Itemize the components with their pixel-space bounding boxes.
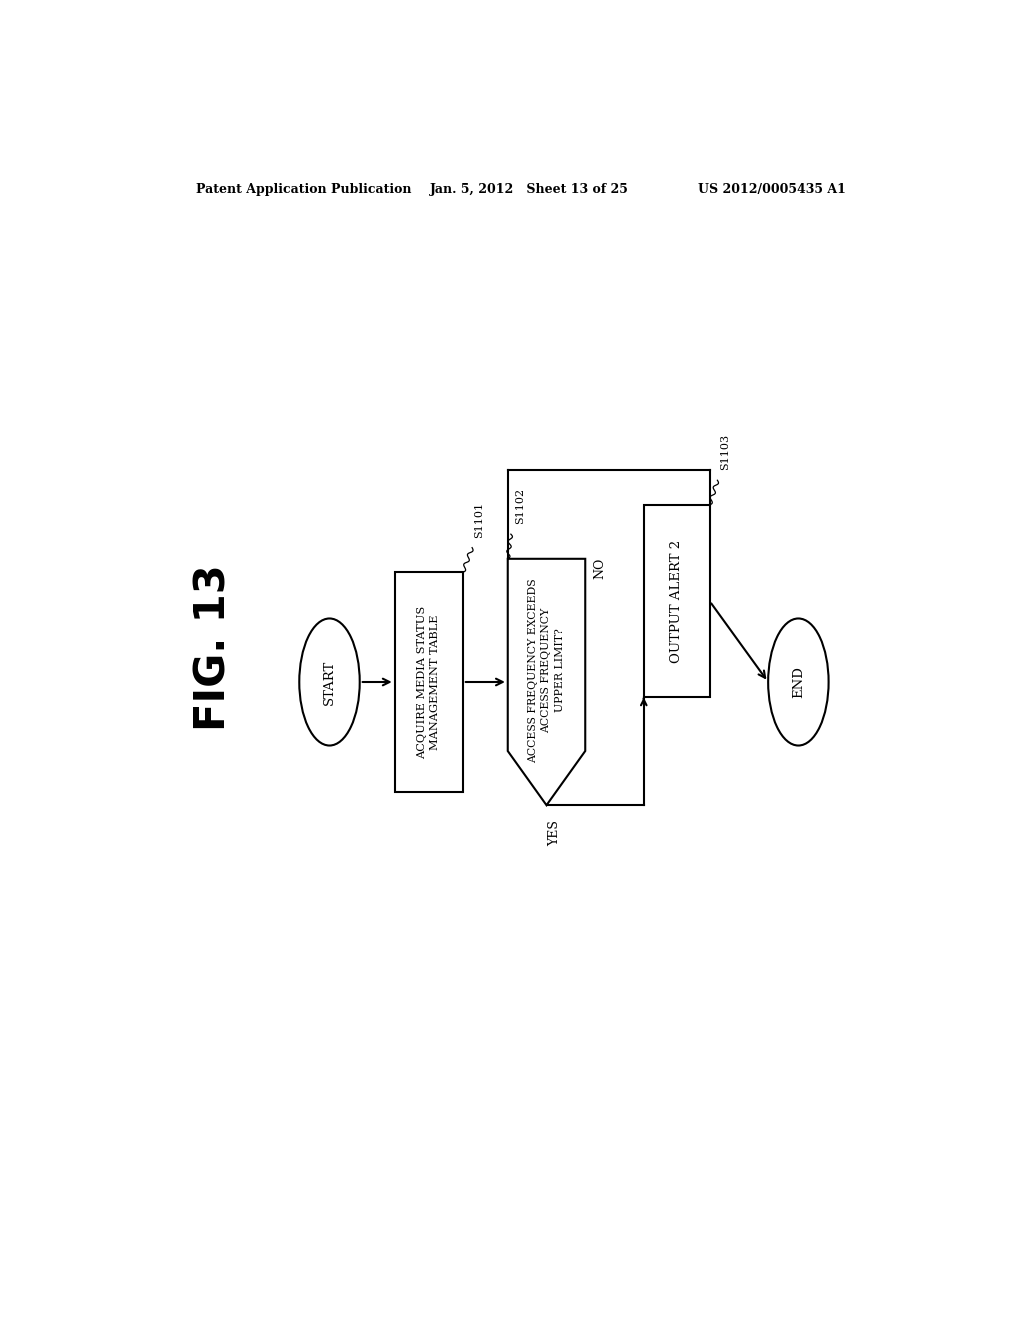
Text: US 2012/0005435 A1: US 2012/0005435 A1 — [697, 183, 846, 197]
Text: OUTPUT ALERT 2: OUTPUT ALERT 2 — [670, 540, 683, 663]
Text: ACCESS FREQUENCY EXCEEDS
ACCESS FREQUENCY
UPPER LIMIT?: ACCESS FREQUENCY EXCEEDS ACCESS FREQUENC… — [528, 578, 564, 763]
Text: YES: YES — [548, 821, 561, 846]
Text: Patent Application Publication: Patent Application Publication — [197, 183, 412, 197]
Text: START: START — [323, 660, 336, 705]
Text: S1101: S1101 — [474, 502, 484, 537]
Text: NO: NO — [593, 557, 606, 578]
Text: ACQUIRE MEDIA STATUS
MANAGEMENT TABLE: ACQUIRE MEDIA STATUS MANAGEMENT TABLE — [417, 606, 440, 759]
Text: S1103: S1103 — [720, 434, 730, 470]
Text: S1102: S1102 — [515, 488, 525, 524]
Text: Jan. 5, 2012   Sheet 13 of 25: Jan. 5, 2012 Sheet 13 of 25 — [430, 183, 629, 197]
Text: FIG. 13: FIG. 13 — [193, 564, 234, 731]
Text: END: END — [792, 667, 805, 698]
Bar — [394, 573, 463, 792]
Bar — [644, 506, 710, 697]
